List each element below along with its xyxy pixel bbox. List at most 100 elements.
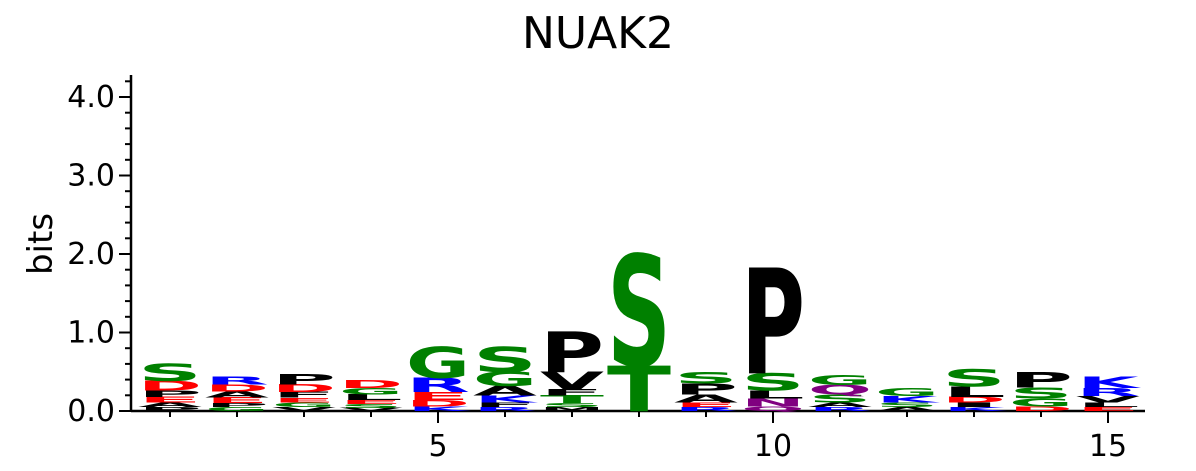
chart-title: NUAK2	[522, 8, 674, 59]
svg-text:R: R	[1076, 386, 1140, 399]
svg-text:S: S	[138, 360, 202, 387]
logo-letter-G: G	[205, 406, 269, 412]
logo-letter-A: A	[473, 383, 537, 398]
svg-text:G: G	[875, 386, 939, 399]
svg-text:P: P	[540, 321, 604, 386]
svg-text:S: S	[808, 392, 872, 405]
svg-text:T: T	[607, 353, 671, 426]
svg-text:S: S	[339, 403, 403, 409]
svg-text:F: F	[473, 401, 537, 409]
logo-letter-S: S	[473, 340, 537, 380]
svg-text:D: D	[942, 395, 1006, 404]
y-tick-label: 2.0	[67, 237, 115, 272]
logo-letter-G: G	[1009, 396, 1073, 409]
logo-letter-R: R	[1076, 386, 1140, 399]
logo-letter-F: F	[272, 391, 336, 400]
logo-letter-P: P	[741, 240, 805, 408]
svg-text:S: S	[741, 369, 805, 396]
logo-letter-S: S	[808, 392, 872, 405]
logo-letter-G: G	[875, 386, 939, 399]
logo-letter-K: K	[474, 394, 539, 405]
svg-text:E: E	[674, 401, 738, 409]
svg-text:P: P	[205, 402, 269, 408]
logo-letter-S: S	[741, 369, 805, 396]
svg-text:A: A	[808, 401, 873, 408]
svg-text:E: E	[406, 390, 470, 403]
svg-text:G: G	[1009, 396, 1073, 409]
x-tick-label: 10	[754, 429, 792, 464]
logo-letter-R: R	[674, 406, 738, 412]
svg-text:E: E	[138, 395, 202, 404]
svg-text:L: L	[339, 393, 403, 402]
y-tick-label: 0.0	[67, 394, 115, 429]
svg-text:S: S	[473, 340, 537, 380]
logo-letter-K: K	[943, 406, 1008, 412]
svg-text:G: G	[339, 387, 403, 397]
logo-letter-R: R	[473, 406, 537, 412]
logo-letter-D: D	[942, 395, 1006, 404]
logo-letter-G: G	[406, 338, 470, 388]
logo-letter-S: S	[674, 369, 738, 388]
svg-text:D: D	[339, 378, 403, 391]
logo-letter-K: K	[876, 395, 941, 405]
svg-text:Q: Q	[741, 405, 805, 413]
svg-text:R: R	[406, 375, 470, 397]
svg-text:A: A	[473, 383, 537, 398]
svg-text:G: G	[272, 401, 336, 408]
svg-text:S: S	[540, 402, 604, 408]
logo-letter-S: S	[607, 225, 671, 402]
logo-letters: PAEPDSGPEADRVGEFDPVSELGDKDERGRFKAGSMSTFV…	[138, 225, 1141, 426]
y-tick-label: 3.0	[67, 159, 115, 194]
logo-letter-D: D	[406, 398, 470, 408]
logo-letter-R: R	[205, 374, 269, 387]
svg-text:F: F	[272, 391, 336, 400]
logo-letter-L: L	[1076, 401, 1140, 409]
logo-letter-L: L	[339, 393, 403, 402]
y-axis-ticks: 0.0 1.0 2.0 3.0 4.0	[67, 80, 131, 429]
y-tick-label: 4.0	[67, 80, 115, 115]
x-axis-ticks: 5 10 15	[169, 411, 1127, 464]
logo-letter-A: A	[138, 401, 203, 408]
svg-text:G: G	[473, 368, 537, 390]
svg-text:P: P	[674, 381, 738, 399]
logo-letter-P: P	[138, 406, 202, 412]
logo-letter-V: V	[540, 368, 604, 395]
svg-text:V: V	[272, 406, 337, 412]
svg-text:G: G	[808, 373, 872, 388]
svg-text:V: V	[1076, 394, 1141, 404]
logo-letter-V: V	[339, 407, 404, 412]
svg-text:L: L	[942, 384, 1006, 400]
svg-text:K: K	[474, 394, 539, 405]
logo-letter-S: S	[540, 402, 604, 408]
y-tick-label: 1.0	[67, 316, 115, 351]
svg-text:S: S	[607, 225, 671, 402]
logo-letter-D: D	[138, 379, 202, 394]
svg-text:K: K	[876, 395, 941, 405]
svg-text:P: P	[741, 240, 805, 408]
y-axis-label: bits	[21, 213, 61, 275]
logo-letter-S: S	[1009, 385, 1073, 402]
svg-text:A: A	[875, 406, 940, 412]
logo-letter-N: N	[741, 396, 805, 409]
logo-letter-E: E	[1076, 406, 1140, 412]
svg-text:D: D	[138, 379, 202, 394]
logo-letter-T: T	[540, 393, 605, 406]
svg-text:R: R	[808, 406, 872, 412]
logo-letter-D: D	[339, 378, 403, 391]
svg-text:S: S	[875, 401, 939, 408]
svg-text:V: V	[540, 368, 604, 395]
svg-text:K: K	[1077, 374, 1141, 393]
logo-letter-G: G	[808, 373, 872, 388]
svg-text:P: P	[1009, 367, 1073, 392]
logo-letter-G: G	[339, 387, 403, 397]
logo-letter-S: S	[942, 365, 1006, 392]
svg-text:D: D	[406, 398, 470, 408]
svg-text:A: A	[138, 401, 203, 408]
logo-letter-L: L	[741, 389, 805, 401]
logo-letter-E: E	[272, 396, 336, 404]
svg-text:D: D	[272, 382, 336, 395]
svg-text:V: V	[339, 407, 404, 412]
svg-text:P: P	[138, 389, 202, 399]
logo-letter-S: S	[875, 401, 939, 408]
